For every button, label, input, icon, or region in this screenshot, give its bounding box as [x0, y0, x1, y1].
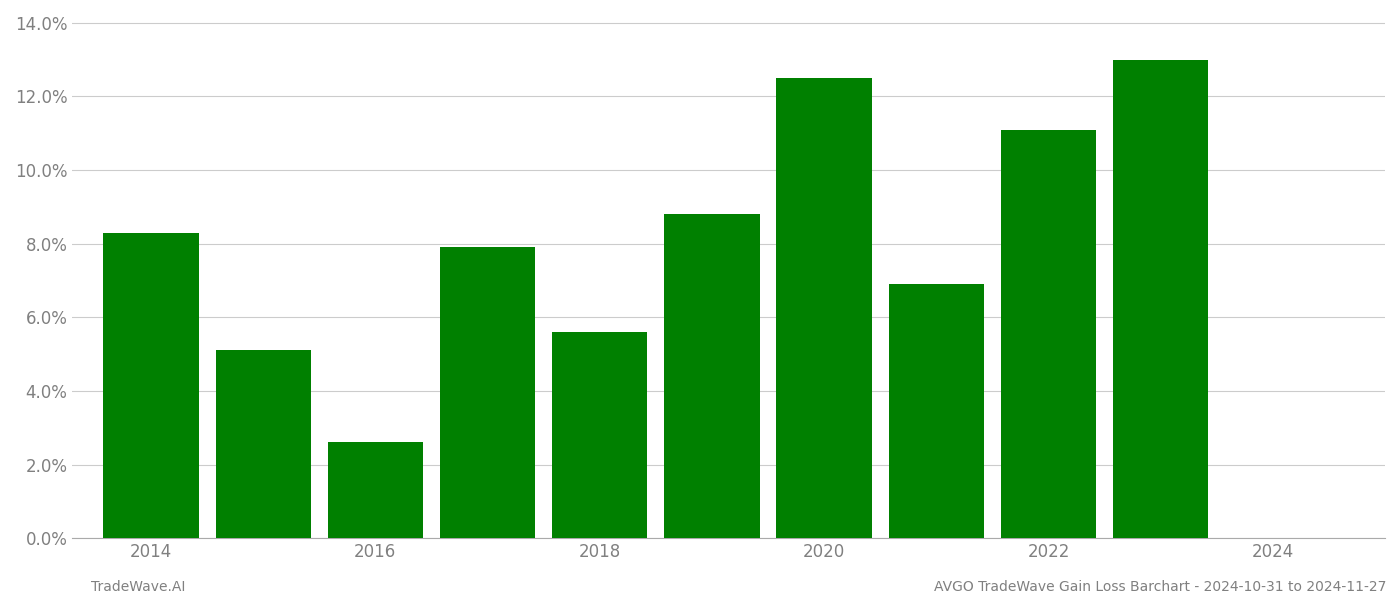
Bar — [440, 247, 535, 538]
Bar — [104, 233, 199, 538]
Bar — [664, 214, 760, 538]
Bar — [1001, 130, 1096, 538]
Bar — [1113, 59, 1208, 538]
Bar — [777, 78, 872, 538]
Bar — [328, 442, 423, 538]
Text: TradeWave.AI: TradeWave.AI — [91, 580, 185, 594]
Bar — [552, 332, 647, 538]
Bar — [216, 350, 311, 538]
Bar — [889, 284, 984, 538]
Text: AVGO TradeWave Gain Loss Barchart - 2024-10-31 to 2024-11-27: AVGO TradeWave Gain Loss Barchart - 2024… — [934, 580, 1386, 594]
